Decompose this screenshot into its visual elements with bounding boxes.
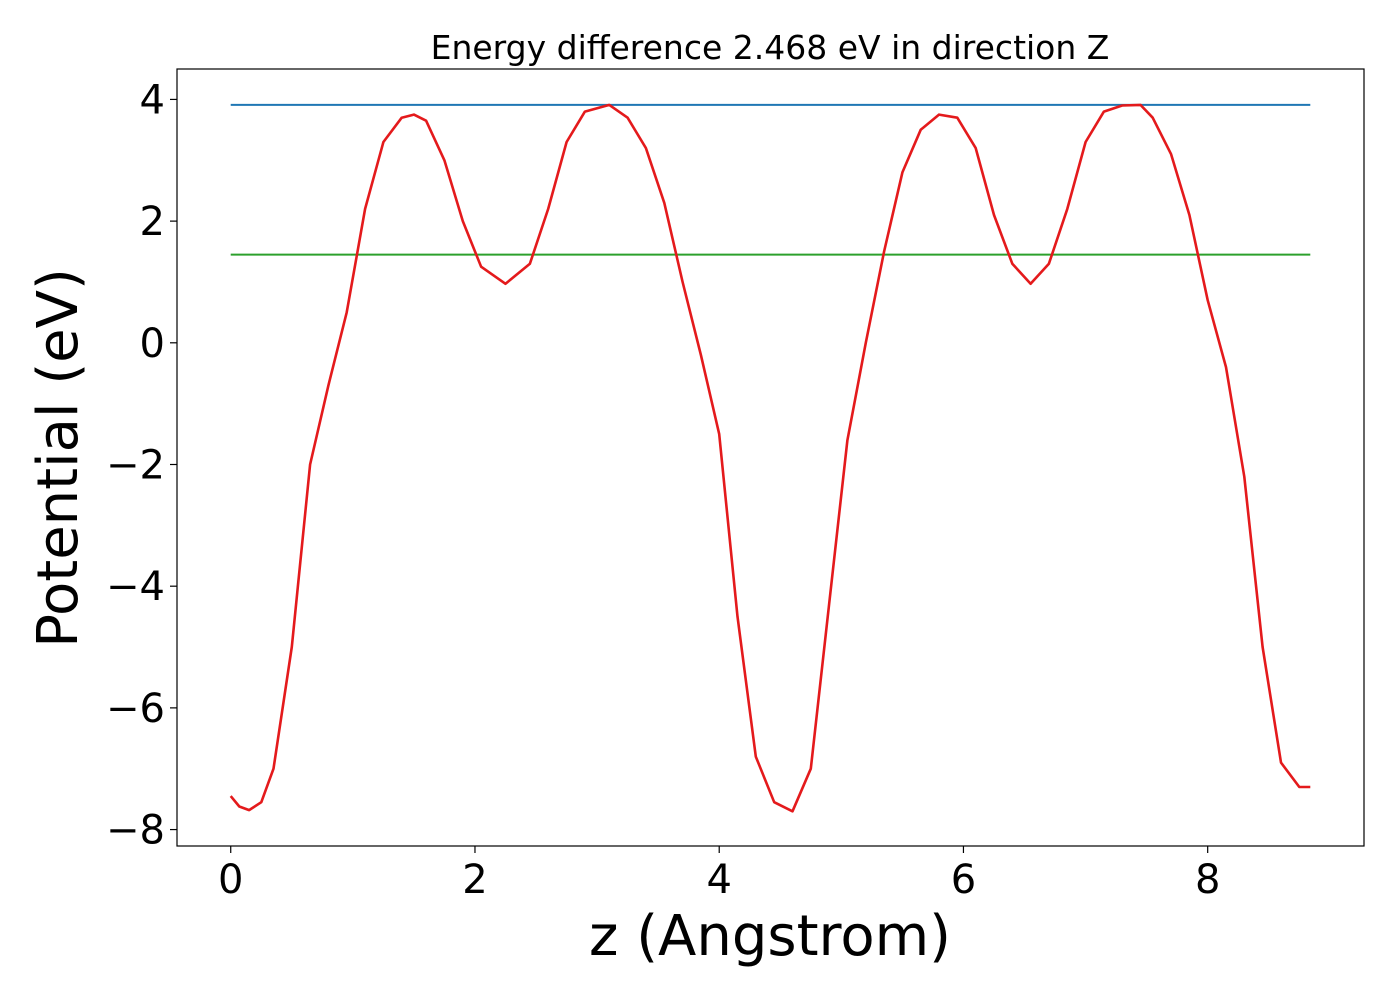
y-tick-label: −2 <box>106 442 165 488</box>
y-tick-label: 2 <box>140 199 165 245</box>
y-tick-label: −8 <box>106 808 165 854</box>
y-axis-label: Potential (eV) <box>26 268 91 648</box>
x-tick-label: 6 <box>951 857 976 903</box>
x-tick-label: 0 <box>218 857 243 903</box>
y-tick-label: 0 <box>140 321 165 367</box>
series-line-3 <box>229 103 1311 813</box>
y-axis-ticks: 4 2 0 −2 −4 −6 −8 <box>106 77 177 854</box>
x-tick-label: 2 <box>462 857 487 903</box>
x-axis-ticks: 0 2 4 6 8 <box>218 846 1220 903</box>
y-tick-label: −6 <box>106 686 165 732</box>
series-layer <box>229 103 1311 813</box>
x-tick-label: 4 <box>706 857 731 903</box>
chart-title: Energy difference 2.468 eV in direction … <box>431 28 1110 67</box>
x-axis-label: z (Angstrom) <box>589 904 951 969</box>
x-tick-label: 8 <box>1195 857 1220 903</box>
plot-frame <box>176 68 1365 847</box>
y-tick-label: −4 <box>106 564 165 610</box>
y-tick-label: 4 <box>140 77 165 123</box>
